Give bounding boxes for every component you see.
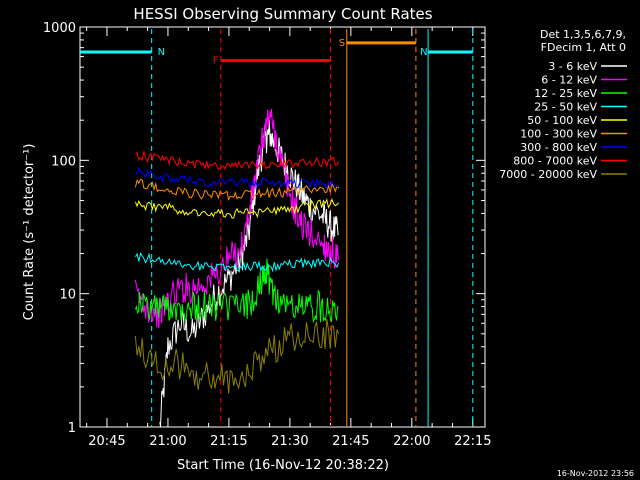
series-line-8: [134, 319, 340, 394]
series-lines: [134, 108, 340, 427]
x-tick-label: 22:15: [454, 434, 491, 449]
legend-label: 3 - 6 keV: [548, 60, 597, 73]
x-tick-label: 21:00: [149, 434, 186, 449]
plot-frame: [79, 26, 486, 428]
y-tick-label: 1000: [43, 21, 76, 36]
axis-ticks: 1 10 100 1000 20:45 21:00 21:15 21:30 21:45 22:00…: [43, 21, 492, 449]
x-tick-label: 22:00: [393, 434, 430, 449]
legend-label: 12 - 25 keV: [534, 87, 597, 100]
legend-header-line-1: Det 1,3,5,6,7,9,: [540, 28, 626, 41]
series-line-0: [159, 120, 339, 427]
legend-label: 6 - 12 keV: [541, 74, 597, 87]
y-tick-label: 10: [59, 288, 76, 303]
series-line-5: [134, 178, 340, 201]
series-line-6: [135, 166, 339, 191]
series-line-2: [134, 258, 339, 324]
x-tick-label: 21:30: [271, 434, 308, 449]
series-line-7: [135, 149, 340, 171]
legend-label: 50 - 100 keV: [527, 114, 597, 127]
legend-label: 800 - 7000 keV: [513, 155, 597, 168]
x-tick-label: 21:45: [332, 434, 369, 449]
legend-label: 7000 - 20000 keV: [499, 168, 597, 181]
x-tick-label: 20:45: [88, 434, 125, 449]
series-line-4: [134, 197, 340, 219]
series-line-1: [134, 108, 340, 329]
series-line-3: [134, 252, 340, 273]
legend-label: 300 - 800 keV: [520, 141, 597, 154]
instrument-state-bars: N N F S: [80, 29, 474, 427]
legend-label: 25 - 50 keV: [534, 101, 597, 114]
x-tick-label: 21:15: [210, 434, 247, 449]
state-label: S: [339, 38, 345, 49]
chart-title: HESSI Observing Summary Count Rates: [133, 5, 432, 23]
footer-timestamp: 16-Nov-2012 23:56: [557, 469, 634, 478]
y-tick-label: 1: [68, 421, 76, 436]
state-label: N: [158, 47, 165, 58]
x-axis-label: Start Time (16-Nov-12 20:38:22): [177, 458, 389, 473]
state-label: N: [420, 47, 427, 58]
y-axis-label: Count Rate (s⁻¹ detector⁻¹): [22, 144, 37, 321]
legend-label: 100 - 300 keV: [520, 128, 597, 141]
legend-header-line-2: FDecim 1, Att 0: [541, 41, 626, 54]
y-tick-label: 100: [51, 154, 76, 169]
state-label: F: [213, 56, 219, 67]
